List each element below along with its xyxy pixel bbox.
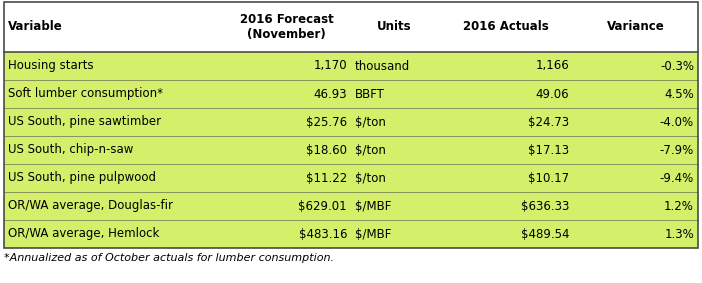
- Bar: [4, 80, 223, 108]
- Text: -9.4%: -9.4%: [660, 171, 694, 185]
- Bar: [223, 2, 351, 52]
- Bar: [351, 80, 438, 108]
- Text: 1.3%: 1.3%: [664, 228, 694, 241]
- Bar: [438, 52, 573, 80]
- Text: $636.33: $636.33: [521, 200, 569, 213]
- Text: -0.3%: -0.3%: [660, 59, 694, 72]
- Bar: [573, 164, 698, 192]
- Bar: [573, 2, 698, 52]
- Text: $/ton: $/ton: [355, 115, 386, 128]
- Text: Variable: Variable: [8, 20, 62, 33]
- Bar: [573, 220, 698, 248]
- Text: Units: Units: [377, 20, 411, 33]
- Bar: [438, 80, 573, 108]
- Bar: [4, 52, 223, 80]
- Text: -7.9%: -7.9%: [660, 143, 694, 156]
- Bar: [4, 192, 223, 220]
- Bar: [351, 136, 438, 164]
- Text: OR/WA average, Hemlock: OR/WA average, Hemlock: [8, 228, 159, 241]
- Bar: [438, 108, 573, 136]
- Bar: [351, 192, 438, 220]
- Bar: [351, 52, 438, 80]
- Text: $489.54: $489.54: [521, 228, 569, 241]
- Text: US South, pine pulpwood: US South, pine pulpwood: [8, 171, 156, 185]
- Bar: [573, 136, 698, 164]
- Bar: [438, 192, 573, 220]
- Text: 1,170: 1,170: [313, 59, 347, 72]
- Bar: [4, 136, 223, 164]
- Bar: [438, 2, 573, 52]
- Text: 2016 Actuals: 2016 Actuals: [463, 20, 548, 33]
- Text: 49.06: 49.06: [536, 87, 569, 100]
- Bar: [4, 220, 223, 248]
- Bar: [223, 164, 351, 192]
- Text: 46.93: 46.93: [313, 87, 347, 100]
- Text: $17.13: $17.13: [528, 143, 569, 156]
- Bar: [438, 164, 573, 192]
- Bar: [4, 2, 698, 248]
- Text: US South, chip-n-saw: US South, chip-n-saw: [8, 143, 133, 156]
- Text: OR/WA average, Douglas-fir: OR/WA average, Douglas-fir: [8, 200, 173, 213]
- Text: *Annualized as of October actuals for lumber consumption.: *Annualized as of October actuals for lu…: [4, 253, 334, 263]
- Text: $18.60: $18.60: [306, 143, 347, 156]
- Text: $25.76: $25.76: [306, 115, 347, 128]
- Bar: [351, 108, 438, 136]
- Bar: [223, 136, 351, 164]
- Bar: [351, 220, 438, 248]
- Text: $483.16: $483.16: [298, 228, 347, 241]
- Bar: [4, 108, 223, 136]
- Bar: [351, 164, 438, 192]
- Bar: [573, 80, 698, 108]
- Bar: [223, 192, 351, 220]
- Text: thousand: thousand: [355, 59, 410, 72]
- Bar: [223, 108, 351, 136]
- Text: $/MBF: $/MBF: [355, 228, 392, 241]
- Text: $/ton: $/ton: [355, 171, 386, 185]
- Bar: [573, 192, 698, 220]
- Text: Soft lumber consumption*: Soft lumber consumption*: [8, 87, 163, 100]
- Text: 2016 Forecast
(November): 2016 Forecast (November): [240, 13, 333, 41]
- Bar: [223, 80, 351, 108]
- Text: US South, pine sawtimber: US South, pine sawtimber: [8, 115, 161, 128]
- Bar: [223, 52, 351, 80]
- Bar: [4, 2, 223, 52]
- Bar: [573, 108, 698, 136]
- Text: $629.01: $629.01: [298, 200, 347, 213]
- Text: 1,166: 1,166: [536, 59, 569, 72]
- Text: $10.17: $10.17: [528, 171, 569, 185]
- Text: 1.2%: 1.2%: [664, 200, 694, 213]
- Bar: [351, 2, 438, 52]
- Text: Variance: Variance: [607, 20, 664, 33]
- Bar: [223, 220, 351, 248]
- Text: -4.0%: -4.0%: [660, 115, 694, 128]
- Text: BBFT: BBFT: [355, 87, 385, 100]
- Text: $24.73: $24.73: [528, 115, 569, 128]
- Text: Housing starts: Housing starts: [8, 59, 93, 72]
- Text: 4.5%: 4.5%: [664, 87, 694, 100]
- Text: $/ton: $/ton: [355, 143, 386, 156]
- Bar: [573, 52, 698, 80]
- Bar: [438, 220, 573, 248]
- Bar: [4, 164, 223, 192]
- Text: $11.22: $11.22: [306, 171, 347, 185]
- Text: $/MBF: $/MBF: [355, 200, 392, 213]
- Bar: [438, 136, 573, 164]
